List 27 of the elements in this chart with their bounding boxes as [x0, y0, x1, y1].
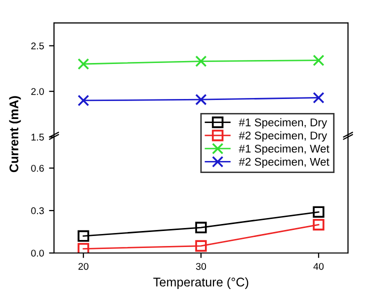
point — [195, 240, 207, 252]
x-axis-title: Temperature (°C) — [153, 277, 248, 289]
y-tick-label: 2.0 — [31, 88, 44, 95]
point — [312, 206, 324, 218]
point — [78, 58, 90, 70]
legend-label: #2 Specimen, Dry — [238, 131, 328, 142]
point — [78, 242, 90, 253]
legend-label: #1 Specimen, Dry — [238, 118, 328, 129]
x-tick-label: 20 — [78, 262, 88, 270]
y-tick-label: 0.0 — [31, 250, 44, 257]
point — [312, 218, 324, 230]
x-tick-label: 30 — [196, 262, 206, 270]
y-tick-label: 2.5 — [31, 42, 44, 50]
point — [78, 94, 90, 106]
point — [195, 94, 207, 106]
legend-label: #2 Specimen, Wet — [238, 158, 330, 168]
point — [312, 92, 324, 104]
point — [195, 222, 207, 234]
y-tick-label: 0.3 — [31, 207, 44, 214]
x-tick-label: 40 — [313, 262, 324, 270]
y-tick-label: 1.5 — [32, 134, 44, 141]
y-tick-label: 0.6 — [31, 164, 44, 172]
y-axis-title: Current (mA) — [9, 96, 21, 172]
point — [312, 54, 324, 66]
point — [78, 230, 90, 242]
point — [195, 55, 207, 68]
legend-label: #1 Specimen, Wet — [238, 144, 330, 155]
